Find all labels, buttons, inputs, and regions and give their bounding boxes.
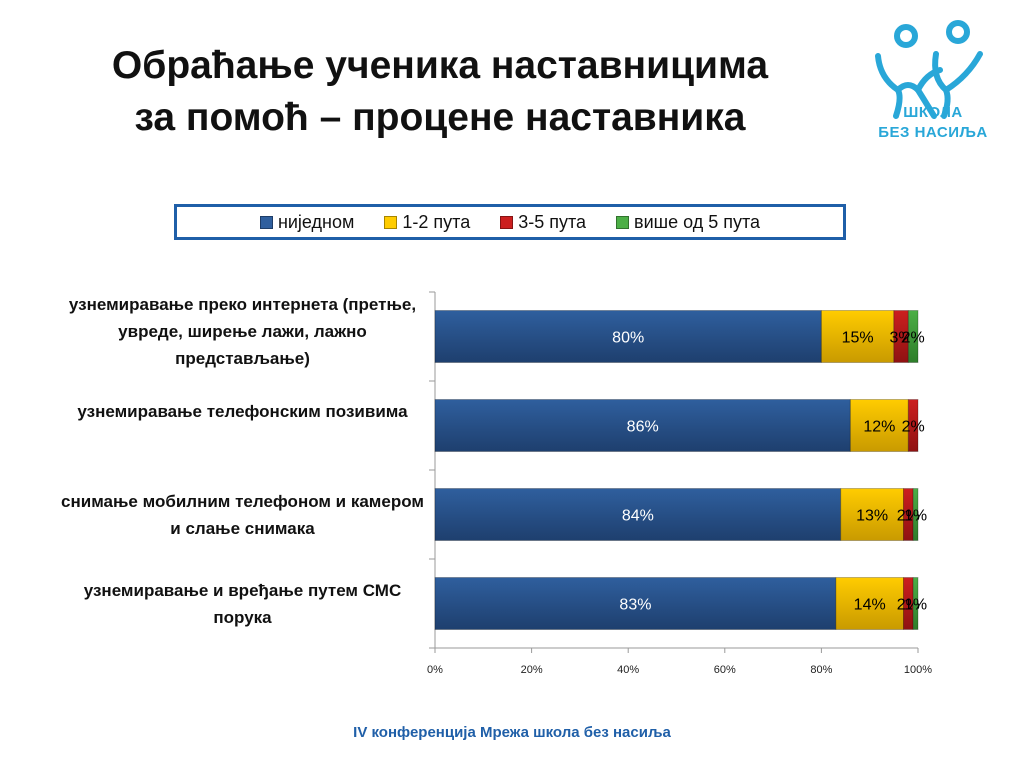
bar-segment [907, 399, 919, 452]
data-label: 86% [627, 419, 659, 436]
x-tick-label: 80% [810, 664, 832, 676]
legend-label: ниједном [277, 211, 355, 232]
legend-swatch [616, 215, 630, 229]
bar-segment [434, 310, 822, 363]
data-label: 83% [619, 597, 651, 614]
legend-label: 1-2 пута [402, 211, 471, 232]
data-label: 12% [863, 419, 895, 436]
x-tick-label: 100% [904, 664, 932, 676]
chart-legend: ниједном 1-2 пута 3-5 пута више од 5 пут… [174, 204, 846, 240]
legend-item-series-3: више од 5 пута [616, 212, 760, 233]
data-label: 1% [904, 597, 927, 614]
legend-item-series-1: 1-2 пута [384, 212, 470, 233]
bar-segment [434, 399, 851, 452]
category-label-3: узнемиравање и вређање путем СМС порука [83, 581, 402, 627]
data-label: 3% [890, 330, 913, 347]
logo-text-line-1: ШКОЛА [903, 104, 963, 121]
bar-segment [849, 399, 909, 452]
bar-segment [835, 577, 905, 630]
bar-segment [434, 488, 842, 541]
data-label: 84% [622, 508, 654, 525]
legend-item-series-2: 3-5 пута [500, 212, 586, 233]
data-label: 14% [854, 597, 886, 614]
legend-label: више од 5 пута [634, 211, 761, 232]
logo-text-line-2: БЕЗ НАСИЉА [878, 124, 988, 141]
bar-segment [840, 488, 905, 541]
legend-label: 3-5 пута [518, 211, 587, 232]
legend-item-series-0: ниједном [259, 211, 355, 233]
x-tick-label: 60% [714, 664, 736, 676]
legend-swatch [259, 215, 273, 229]
bar-segment [907, 310, 919, 363]
category-label-1: узнемиравање телефонским позивима [77, 402, 408, 421]
bar-segment [434, 577, 837, 630]
school-logo-icon [875, 20, 983, 119]
title-line-1: Обраћање ученика наставницима [111, 44, 769, 87]
legend-swatch [500, 215, 514, 229]
bar-segment [912, 577, 919, 630]
x-tick-label: 0% [427, 664, 443, 676]
data-label: 13% [856, 508, 888, 525]
data-label: 2% [902, 330, 925, 347]
data-label: 1% [904, 508, 927, 525]
legend-swatch [384, 215, 398, 229]
x-tick-label: 20% [521, 664, 543, 676]
data-label: 80% [612, 330, 644, 347]
footer-text: IV конференција Мрежа школа без насиља [353, 724, 671, 741]
x-tick-label: 40% [617, 664, 639, 676]
bar-segment [893, 310, 909, 363]
category-label-0: узнемиравање преко интернета (претње, ув… [68, 295, 417, 368]
bar-segment [912, 488, 919, 541]
page-title: Обраћање ученика наставницима за помоћ –… [40, 40, 840, 144]
data-label: 2% [902, 419, 925, 436]
bar-segment [820, 310, 895, 363]
title-line-2: за помоћ – процене наставника [134, 96, 746, 139]
data-label: 15% [842, 330, 874, 347]
category-label-2: снимање мобилним телефоном и камером и с… [61, 492, 424, 538]
